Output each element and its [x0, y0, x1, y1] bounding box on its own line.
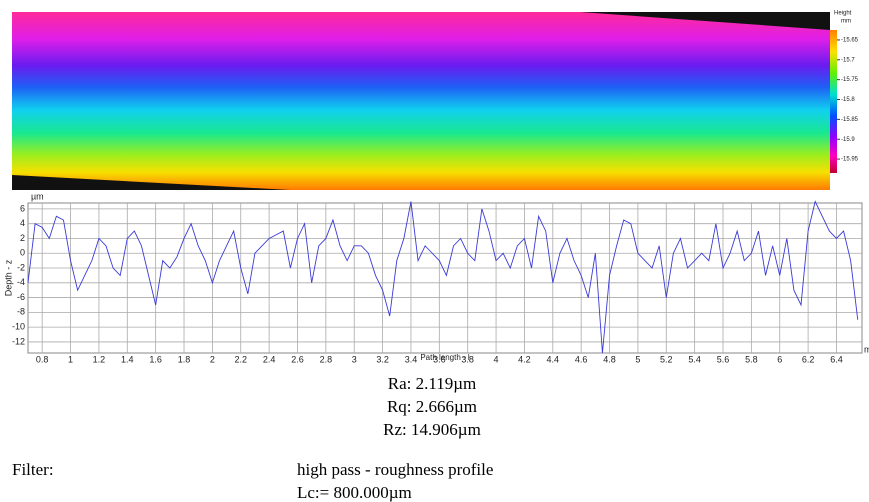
x-tick-label: 3.8: [461, 354, 474, 364]
x-tick-label: 5: [635, 354, 640, 364]
colorbar-tick-label: -15.8: [841, 97, 855, 103]
x-label: Path length - l: [420, 353, 470, 362]
x-tick-label: 5.2: [660, 354, 673, 364]
y-unit: µm: [31, 191, 44, 201]
filter-label: Filter:: [12, 460, 54, 479]
x-tick-label: 1.4: [121, 354, 134, 364]
colorbar-tick-label: -15.9: [841, 137, 855, 143]
y-tick-label: 6: [20, 203, 25, 213]
colorbar-tick-label: -15.95: [841, 157, 859, 163]
x-tick-label: 2.4: [263, 354, 276, 364]
y-tick-label: -6: [17, 292, 25, 302]
x-tick-label: 1.8: [178, 354, 191, 364]
x-tick-label: 1.6: [149, 354, 162, 364]
y-tick-label: -12: [12, 336, 25, 346]
x-unit: m: [864, 344, 869, 354]
x-tick-label: 6: [777, 354, 782, 364]
x-tick-label: 1.2: [93, 354, 106, 364]
colorbar: [830, 30, 837, 173]
x-tick-label: 2.8: [320, 354, 333, 364]
y-tick-label: 2: [20, 233, 25, 243]
colorbar-tick-label: -15.7: [841, 57, 855, 63]
x-tick-label: 0.8: [36, 354, 49, 364]
y-tick-label: -10: [12, 322, 25, 332]
x-tick-label: 3.4: [405, 354, 418, 364]
x-tick-label: 4: [494, 354, 499, 364]
x-tick-label: 3.6: [433, 354, 446, 364]
mask: [12, 175, 290, 190]
result: Rz: 14.906µm: [383, 420, 481, 439]
y-tick-label: -2: [17, 262, 25, 272]
x-tick-label: 6.4: [830, 354, 843, 364]
x-tick-label: 2: [210, 354, 215, 364]
y-tick-label: -4: [17, 277, 25, 287]
colorbar-tick-label: -15.85: [841, 117, 859, 123]
x-tick-label: 5.6: [717, 354, 730, 364]
x-tick-label: 6.2: [802, 354, 815, 364]
x-tick-label: 2.2: [234, 354, 247, 364]
x-tick-label: 5.4: [688, 354, 701, 364]
x-tick-label: 2.6: [291, 354, 304, 364]
y-tick-label: -8: [17, 307, 25, 317]
filter-value: high pass - roughness profile: [297, 460, 493, 479]
colorbar-title: Height: [834, 11, 852, 17]
mask: [580, 12, 830, 30]
x-tick-label: 5.8: [745, 354, 758, 364]
x-tick-label: 4.6: [575, 354, 588, 364]
colorbar-unit: mm: [841, 19, 851, 25]
x-tick-label: 3.2: [376, 354, 389, 364]
filter-cutoff: Lc:= 800.000µm: [297, 483, 412, 502]
x-tick-label: 4.4: [547, 354, 560, 364]
profile-line: [27, 200, 859, 354]
x-tick-label: 1: [68, 354, 73, 364]
colorbar-tick-label: -15.75: [841, 77, 859, 83]
result: Ra: 2.119µm: [388, 374, 477, 393]
height-map: [12, 12, 830, 190]
y-tick-label: 4: [20, 218, 25, 228]
y-label: Depth - z: [3, 259, 13, 296]
x-tick-label: 3: [352, 354, 357, 364]
colorbar-tick-label: -15.65: [841, 38, 859, 44]
result: Rq: 2.666µm: [387, 397, 477, 416]
plot-area: [27, 202, 863, 354]
y-tick-label: 0: [20, 248, 25, 258]
x-tick-label: 4.8: [603, 354, 616, 364]
x-tick-label: 4.2: [518, 354, 531, 364]
